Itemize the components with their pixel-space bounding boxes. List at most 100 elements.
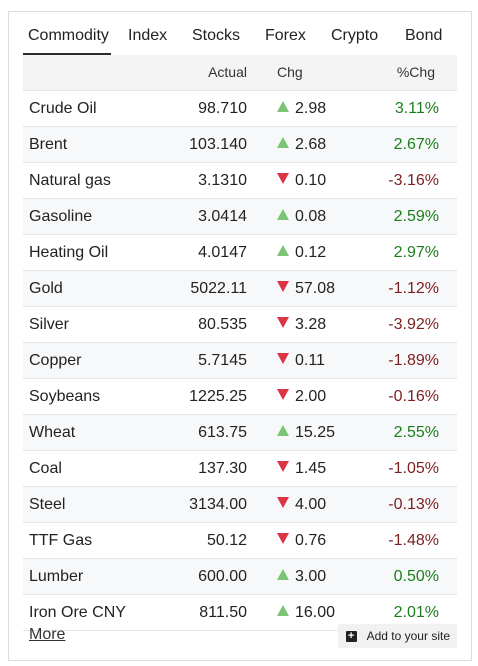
- commodity-name[interactable]: Crude Oil: [29, 100, 97, 117]
- percent-change: -1.05%: [388, 460, 439, 477]
- percent-change: -0.13%: [388, 496, 439, 513]
- tab-forex[interactable]: Forex: [265, 27, 306, 44]
- commodity-name[interactable]: Natural gas: [29, 172, 111, 189]
- commodity-name[interactable]: Steel: [29, 496, 66, 513]
- header-actual: Actual: [208, 64, 247, 80]
- change-cell: 2.98: [277, 91, 326, 126]
- percent-change: -1.48%: [388, 532, 439, 549]
- actual-value: 80.535: [198, 316, 247, 333]
- change-value: 16.00: [295, 604, 336, 621]
- table-row[interactable]: Steel 3134.00 4.00 -0.13%: [23, 487, 457, 523]
- actual-value: 3134.00: [189, 496, 247, 513]
- add-to-site-button[interactable]: + Add to your site: [337, 624, 457, 648]
- arrow-up-icon: [277, 569, 289, 581]
- percent-change: -1.12%: [388, 280, 439, 297]
- arrow-down-icon: [277, 497, 289, 509]
- commodity-widget: Commodity Index Stocks Forex Crypto Bond…: [8, 11, 472, 661]
- table-row[interactable]: Gold 5022.11 57.08 -1.12%: [23, 271, 457, 307]
- arrow-down-icon: [277, 389, 289, 401]
- header-chg: Chg: [277, 64, 303, 80]
- change-value: 0.10: [295, 172, 327, 189]
- table-row[interactable]: Natural gas 3.1310 0.10 -3.16%: [23, 163, 457, 199]
- commodity-name[interactable]: Gold: [29, 280, 63, 297]
- commodity-name[interactable]: Silver: [29, 316, 70, 333]
- change-cell: 0.10: [277, 163, 326, 198]
- arrow-down-icon: [277, 533, 289, 545]
- commodity-name[interactable]: Lumber: [29, 568, 84, 585]
- tab-crypto[interactable]: Crypto: [331, 27, 379, 44]
- commodity-name[interactable]: TTF Gas: [29, 532, 93, 549]
- change-cell: 0.12: [277, 235, 326, 270]
- arrow-down-icon: [277, 281, 289, 293]
- change-value: 57.08: [295, 280, 336, 297]
- table-row[interactable]: Silver 80.535 3.28 -3.92%: [23, 307, 457, 343]
- actual-value: 4.0147: [198, 244, 247, 261]
- table-row[interactable]: Gasoline 3.0414 0.08 2.59%: [23, 199, 457, 235]
- table-row[interactable]: Heating Oil 4.0147 0.12 2.97%: [23, 235, 457, 271]
- table-row[interactable]: Crude Oil 98.710 2.98 3.11%: [23, 91, 457, 127]
- commodity-name[interactable]: Gasoline: [29, 208, 93, 225]
- percent-change: -0.16%: [388, 388, 439, 405]
- arrow-up-icon: [277, 101, 289, 113]
- arrow-down-icon: [277, 173, 289, 185]
- actual-value: 5022.11: [190, 280, 247, 297]
- percent-change: 2.55%: [393, 424, 439, 441]
- table-row[interactable]: Soybeans 1225.25 2.00 -0.16%: [23, 379, 457, 415]
- change-value: 1.45: [295, 460, 327, 477]
- change-value: 3.00: [295, 568, 327, 585]
- commodity-name[interactable]: Iron Ore CNY: [29, 604, 126, 621]
- arrow-down-icon: [277, 461, 289, 473]
- arrow-up-icon: [277, 209, 289, 221]
- commodity-name[interactable]: Copper: [29, 352, 82, 369]
- change-value: 2.98: [295, 100, 327, 117]
- quotes-table: Actual Chg %Chg Crude Oil 98.710 2.98 3.11%…: [23, 55, 457, 631]
- commodity-name[interactable]: Wheat: [29, 424, 76, 441]
- change-cell: 16.00: [277, 595, 335, 630]
- change-value: 0.11: [295, 352, 325, 369]
- change-value: 0.12: [295, 244, 327, 261]
- tab-index[interactable]: Index: [128, 27, 168, 44]
- percent-change: 2.01%: [393, 604, 439, 621]
- table-row[interactable]: Lumber 600.00 3.00 0.50%: [23, 559, 457, 595]
- percent-change: -3.16%: [388, 172, 439, 189]
- change-cell: 1.45: [277, 451, 326, 486]
- change-cell: 2.00: [277, 379, 326, 414]
- more-link[interactable]: More: [29, 626, 66, 643]
- actual-value: 613.75: [198, 424, 247, 441]
- percent-change: -1.89%: [388, 352, 439, 369]
- actual-value: 103.140: [189, 136, 247, 153]
- tab-commodity[interactable]: Commodity: [28, 27, 109, 44]
- table-row[interactable]: Wheat 613.75 15.25 2.55%: [23, 415, 457, 451]
- actual-value: 3.0414: [198, 208, 247, 225]
- change-value: 4.00: [295, 496, 327, 513]
- percent-change: 2.97%: [393, 244, 439, 261]
- change-cell: 0.11: [277, 343, 325, 378]
- table-row[interactable]: Coal 137.30 1.45 -1.05%: [23, 451, 457, 487]
- actual-value: 3.1310: [198, 172, 247, 189]
- widget-footer: More + Add to your site: [23, 624, 457, 649]
- table-row[interactable]: TTF Gas 50.12 0.76 -1.48%: [23, 523, 457, 559]
- table-row[interactable]: Copper 5.7145 0.11 -1.89%: [23, 343, 457, 379]
- tab-bond[interactable]: Bond: [405, 27, 443, 44]
- commodity-name[interactable]: Coal: [29, 460, 62, 477]
- tab-bar: Commodity Index Stocks Forex Crypto Bond: [23, 12, 457, 56]
- arrow-up-icon: [277, 605, 289, 617]
- change-value: 2.00: [295, 388, 327, 405]
- change-cell: 0.08: [277, 199, 326, 234]
- table-row[interactable]: Brent 103.140 2.68 2.67%: [23, 127, 457, 163]
- commodity-name[interactable]: Heating Oil: [29, 244, 109, 261]
- percent-change: 2.59%: [393, 208, 439, 225]
- change-cell: 4.00: [277, 487, 326, 522]
- change-cell: 15.25: [277, 415, 335, 450]
- actual-value: 137.30: [198, 460, 247, 477]
- table-row[interactable]: Iron Ore CNY 811.50 16.00 2.01%: [23, 595, 457, 631]
- arrow-down-icon: [277, 353, 289, 365]
- plus-square-icon: +: [345, 630, 357, 642]
- add-to-site-label: Add to your site: [366, 629, 450, 643]
- commodity-name[interactable]: Brent: [29, 136, 68, 153]
- commodity-name[interactable]: Soybeans: [29, 388, 101, 405]
- tab-stocks[interactable]: Stocks: [192, 27, 241, 44]
- arrow-up-icon: [277, 137, 289, 149]
- change-value: 2.68: [295, 136, 327, 153]
- percent-change: 0.50%: [393, 568, 439, 585]
